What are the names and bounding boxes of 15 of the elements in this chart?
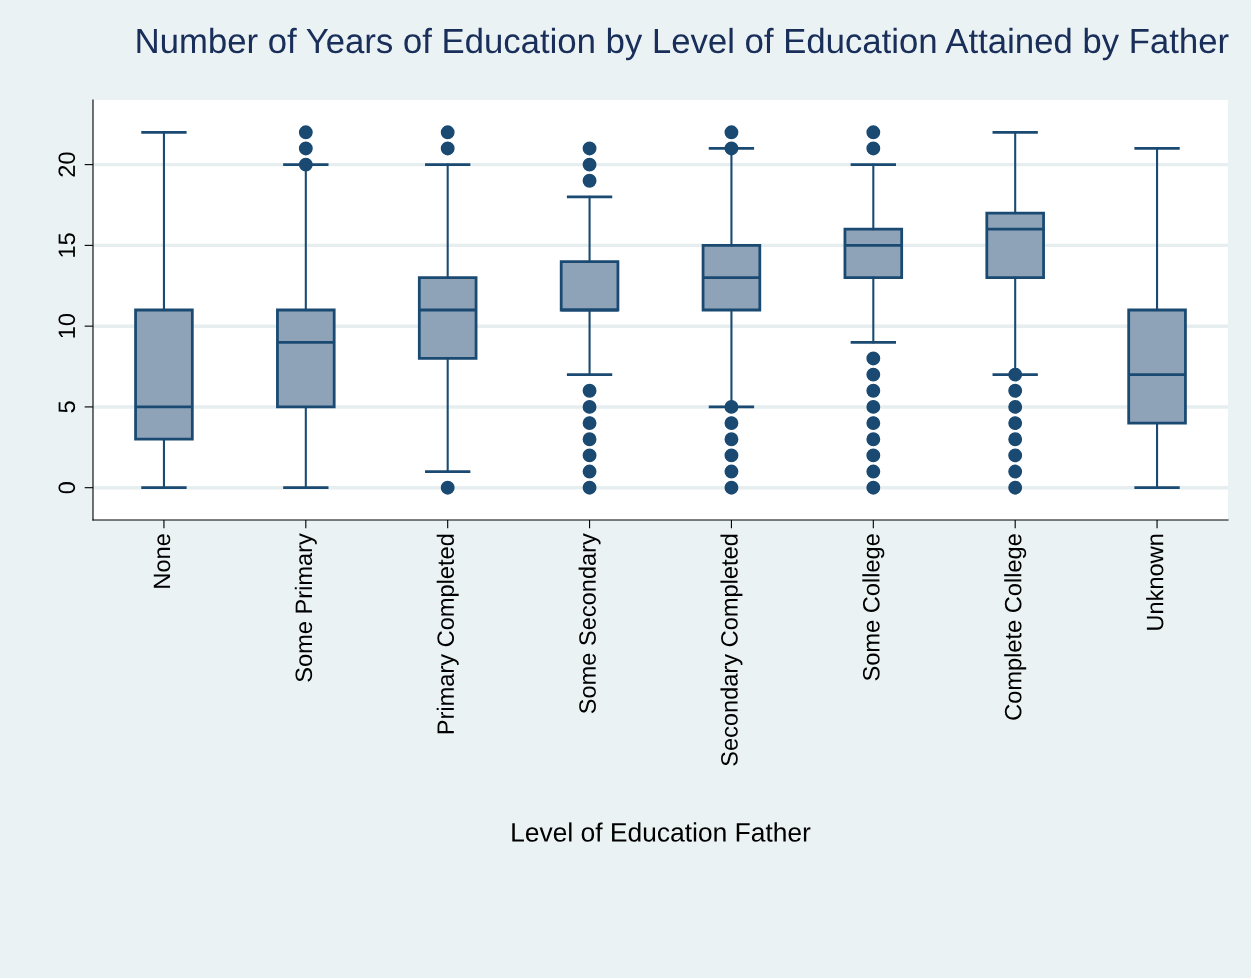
x-tick-label: Some Secondary	[578, 533, 601, 714]
y-tick-label: 10	[58, 313, 76, 338]
x-tick-label: Some Primary	[294, 533, 317, 682]
y-tick-label: 15	[58, 233, 76, 257]
x-tick-label: Complete College	[1004, 534, 1027, 720]
x-tick-label: Unknown	[1146, 534, 1164, 630]
y-tick-label: 20	[58, 152, 76, 177]
x-tick-label: Primary Completed	[436, 534, 459, 734]
x-axis-title: Level of Education Father	[512, 822, 811, 842]
chart-title: Number of Years of Education by Level of Education Attained by Father	[137, 27, 1229, 61]
x-tick-label: None	[153, 534, 171, 588]
x-tick-label: Secondary Completed	[720, 534, 743, 766]
y-tick-label: 5	[58, 401, 76, 413]
y-tick-label: 0	[58, 482, 76, 494]
x-tick-label: Some College	[862, 534, 885, 681]
